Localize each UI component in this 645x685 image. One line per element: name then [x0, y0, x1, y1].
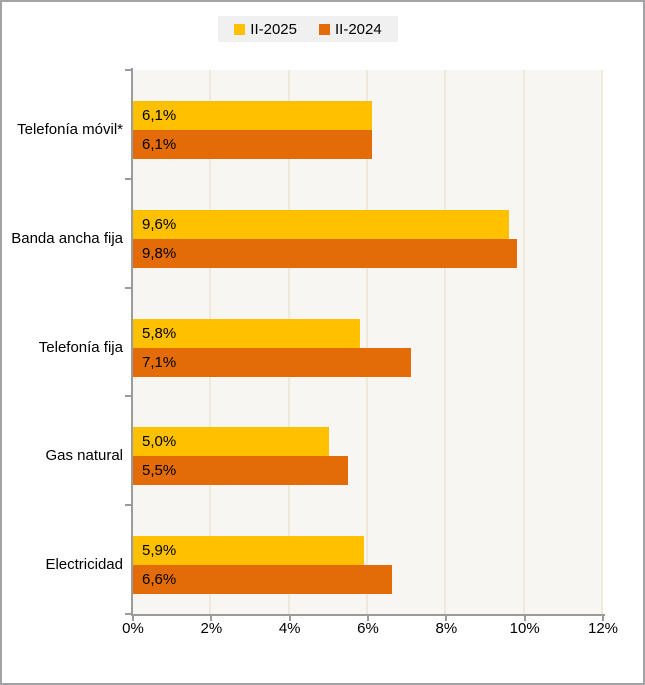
legend: II-2025 II-2024	[218, 16, 398, 42]
y-axis-tick	[125, 286, 131, 289]
bar-value-label: 5,8%	[142, 324, 177, 342]
x-tick-label: 2%	[200, 620, 223, 637]
bar-value-label: 9,6%	[142, 215, 177, 233]
bar-II-2025: 5,9%	[133, 536, 365, 566]
y-axis-line	[131, 68, 133, 616]
x-tick-label: 8%	[435, 620, 458, 637]
bar-II-2024: 6,6%	[133, 565, 392, 595]
x-axis-tick	[210, 616, 213, 621]
x-tick-label: 4%	[278, 620, 301, 637]
bar-II-2025: 6,1%	[133, 101, 372, 130]
y-axis-tick	[125, 69, 131, 71]
x-tick-label: 10%	[509, 620, 540, 637]
bar-value-label: 5,9%	[142, 542, 177, 560]
category-label: Banda ancha fija	[11, 229, 123, 247]
bar-II-2024: 5,5%	[133, 456, 349, 486]
x-tick-label: 6%	[357, 620, 379, 637]
bar-II-2025: 9,6%	[133, 209, 509, 239]
bar-II-2024: 9,8%	[133, 238, 517, 268]
bar-II-2025: 5,8%	[133, 318, 361, 348]
x-axis-line	[131, 614, 605, 616]
category-label: Telefonía móvil*	[17, 121, 123, 138]
x-tick-label: 0%	[122, 620, 144, 637]
y-axis-tick	[125, 177, 131, 180]
legend-label-ii2024: II-2024	[335, 20, 382, 38]
gridline	[366, 70, 368, 614]
y-axis-tick	[125, 395, 131, 398]
legend-item-ii2024: II-2024	[319, 21, 382, 38]
category-label: Telefonía fija	[38, 338, 123, 356]
legend-swatch-ii2025-icon	[234, 23, 246, 35]
bar-value-label: 5,0%	[142, 433, 177, 451]
bar-value-label: 6,6%	[142, 571, 177, 589]
bar-value-label: 7,1%	[142, 353, 177, 371]
category-label: Electricidad	[45, 556, 123, 574]
y-axis-tick	[125, 504, 131, 507]
legend-swatch-ii2024-icon	[319, 23, 330, 35]
gridline	[601, 70, 603, 614]
x-axis-tick	[445, 616, 448, 621]
bar-II-2024: 7,1%	[133, 347, 412, 377]
y-axis-tick	[125, 613, 131, 615]
legend-label-ii2025: II-2025	[250, 20, 297, 38]
bar-value-label: 6,1%	[142, 107, 177, 124]
x-axis-tick	[288, 616, 291, 621]
plot-area: 6,1% 6,1% 9,6% 9,8% 5,8% 7,1% 5,0% 5,5% 5,9% 6,6%	[133, 70, 603, 614]
bar-value-label: 9,8%	[142, 244, 177, 262]
bar-value-label: 5,5%	[142, 462, 177, 480]
gridline	[444, 70, 447, 614]
category-label: Gas natural	[45, 447, 123, 465]
bar-II-2025: 5,0%	[133, 427, 329, 457]
gridline	[522, 70, 525, 614]
x-axis-tick	[367, 616, 369, 621]
bar-II-2024: 6,1%	[133, 130, 372, 159]
x-axis-tick	[602, 616, 604, 621]
bar-value-label: 6,1%	[142, 136, 177, 153]
x-tick-label: 12%	[587, 620, 619, 637]
legend-item-ii2025: II-2025	[234, 21, 297, 38]
x-axis-tick	[523, 616, 526, 621]
x-axis-tick	[132, 616, 134, 621]
